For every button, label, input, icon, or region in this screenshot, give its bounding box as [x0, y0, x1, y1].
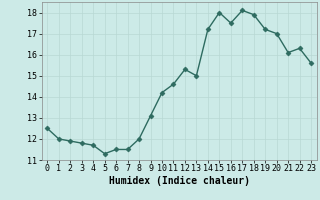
X-axis label: Humidex (Indice chaleur): Humidex (Indice chaleur)	[109, 176, 250, 186]
